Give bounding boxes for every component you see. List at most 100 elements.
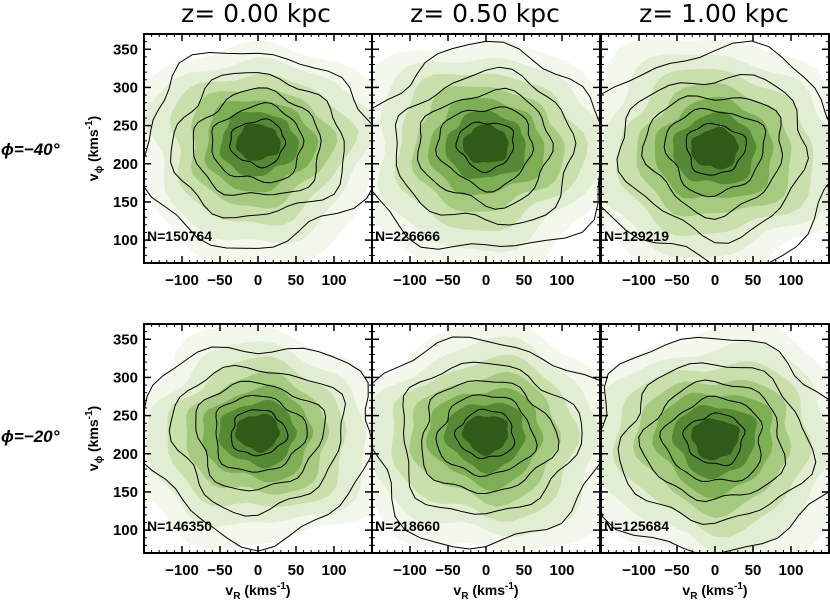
ticks [372, 34, 600, 263]
x-tick-label: 50 [288, 562, 305, 579]
y-tick-label: 100 [113, 522, 138, 539]
x-tick-label: −50 [664, 562, 689, 579]
x-tick-label: −50 [207, 562, 232, 579]
density-map [144, 326, 372, 552]
panel-count-label: N=226666 [375, 228, 440, 244]
contour-line-3 [435, 106, 535, 193]
y-axis-label: vϕ (kms-1) [84, 406, 105, 471]
contour-line-2 [416, 87, 554, 210]
contour-line-2 [638, 379, 787, 503]
contour-line-1 [394, 66, 577, 226]
ticks [601, 34, 829, 263]
density-map [372, 324, 600, 552]
column-titles: z= 0.00 kpc z= 0.50 kpc z= 1.00 kpc [181, 0, 789, 28]
density-level-6 [691, 126, 739, 170]
density-level-6 [461, 415, 509, 457]
row-labels: ϕ=−40° ϕ=−20° [1, 140, 60, 446]
contour-line-0 [601, 40, 829, 263]
panel-count-label: N=146350 [147, 518, 212, 534]
x-tick-label: 50 [745, 272, 762, 289]
x-tick-label: −100 [622, 562, 656, 579]
panel-count-label: N=129219 [604, 228, 669, 244]
x-tick-label: 50 [745, 562, 762, 579]
density-map [372, 39, 600, 263]
contour-line-4 [230, 409, 289, 457]
density-level-6 [462, 124, 509, 163]
x-tick-label: 0 [482, 562, 490, 579]
contour-line-4 [455, 121, 515, 174]
contour-line-3 [435, 394, 538, 478]
panel-r1-c2: −100 −50 0 50 100 vR (kms-1) N=125684 [600, 323, 830, 602]
x-tick-label: −50 [435, 272, 460, 289]
ticks [144, 34, 372, 263]
contour-line-1 [170, 72, 345, 219]
row-label-1: ϕ=−20° [1, 427, 60, 446]
panel-count-label: N=150764 [147, 228, 212, 244]
contour-line-0 [601, 336, 829, 553]
y-tick-label: 250 [113, 408, 138, 425]
x-tick-label: −100 [393, 272, 427, 289]
x-tick-label: 100 [778, 272, 803, 289]
contour-line-0 [372, 336, 600, 550]
x-tick-label: −100 [393, 562, 427, 579]
density-map [601, 39, 829, 263]
x-axis-label: vR (kms-1) [682, 581, 747, 602]
x-tick-label: −50 [207, 272, 232, 289]
y-tick-label: 350 [113, 41, 138, 58]
y-tick-label: 100 [113, 232, 138, 249]
x-tick-label: −100 [165, 562, 199, 579]
x-tick-label: 0 [711, 562, 719, 579]
x-axis-label: vR (kms-1) [453, 581, 518, 602]
x-tick-label: −50 [435, 562, 460, 579]
contour-line-1 [616, 73, 809, 244]
contour-line-4 [229, 118, 287, 169]
row-label-0: ϕ=−40° [1, 140, 60, 159]
contour-line-2 [641, 95, 784, 220]
panel-r1-c1: −100 −50 0 50 100 vR (kms-1) N=218660 [371, 323, 601, 602]
density-level-6 [235, 123, 281, 161]
column-title-0: z= 0.00 kpc [181, 0, 331, 28]
x-tick-label: −100 [165, 272, 199, 289]
x-tick-label: −100 [622, 272, 656, 289]
y-tick-label: 350 [113, 331, 138, 348]
contour-line-4 [682, 412, 746, 467]
density-level-6 [691, 418, 740, 461]
x-tick-label: 0 [711, 272, 719, 289]
y-axis-label: vϕ (kms-1) [84, 116, 105, 181]
contour-line-3 [659, 395, 764, 483]
contour-line-2 [195, 380, 327, 492]
y-tick-label: 300 [113, 369, 138, 386]
contour-line-2 [421, 380, 560, 495]
x-tick-label: 50 [288, 272, 305, 289]
column-title-1: z= 0.50 kpc [410, 0, 560, 28]
y-tick-label: 150 [113, 484, 138, 501]
y-tick-label: 300 [113, 79, 138, 96]
panel-count-label: N=125684 [604, 518, 669, 534]
x-tick-label: 0 [254, 272, 262, 289]
panel-r0-c1: −100 −50 0 50 100 N=226666 [371, 33, 601, 289]
contour-line-4 [685, 122, 747, 176]
contour-line-0 [144, 346, 372, 552]
contour-line-4 [453, 408, 516, 460]
contour-line-3 [215, 394, 308, 473]
x-tick-label: 50 [516, 272, 533, 289]
y-tick-label: 200 [113, 446, 138, 463]
density-map [144, 39, 372, 263]
x-axis-label: vR (kms-1) [225, 581, 290, 602]
x-tick-label: 0 [254, 562, 262, 579]
x-tick-label: 50 [516, 562, 533, 579]
panel-count-label: N=218660 [375, 518, 440, 534]
y-tick-label: 150 [113, 194, 138, 211]
ticks [601, 324, 829, 553]
panel-r0-c2: −100 −50 0 50 100 N=129219 [600, 33, 830, 289]
density-level-6 [235, 413, 281, 453]
contour-line-2 [192, 87, 322, 196]
x-tick-label: 100 [321, 562, 346, 579]
contour-line-0 [144, 51, 372, 249]
x-tick-label: 0 [482, 272, 490, 289]
contour-line-0 [372, 40, 600, 250]
contour-line-3 [663, 107, 767, 198]
panel-r0-c0: −100 −50 0 50 100 100 150 200 250 300 350 vϕ (kms-1… [84, 33, 373, 289]
y-tick-label: 250 [113, 118, 138, 135]
y-tick-label: 200 [113, 156, 138, 173]
